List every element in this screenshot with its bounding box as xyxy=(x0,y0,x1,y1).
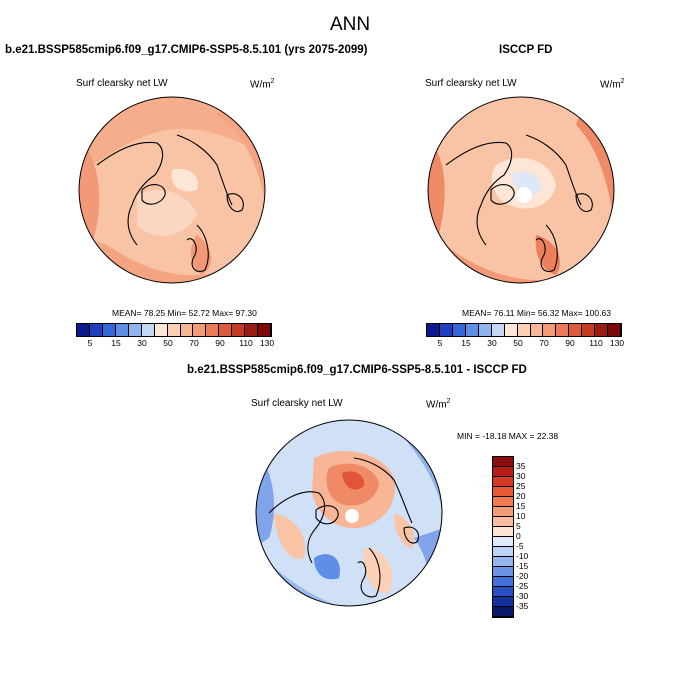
panel1-tick: 15 xyxy=(111,338,121,348)
colorbar-swatch xyxy=(493,567,513,577)
colorbar-swatch xyxy=(504,324,518,336)
colorbar-swatch xyxy=(219,324,233,336)
colorbar-swatch xyxy=(77,324,90,336)
colorbar-swatch xyxy=(439,324,453,336)
panel3-variable-label: Surf clearsky net LW xyxy=(251,398,343,409)
panel3-colorbar xyxy=(492,456,514,618)
colorbar-swatch xyxy=(258,324,272,336)
panel2-tick: 5 xyxy=(437,338,443,348)
colorbar-swatch xyxy=(493,577,513,587)
colorbar-swatch xyxy=(493,517,513,527)
colorbar-swatch xyxy=(517,324,531,336)
panel3-tick: -15 xyxy=(516,561,529,571)
colorbar-swatch xyxy=(493,497,513,507)
panel1-variable-label: Surf clearsky net LW xyxy=(76,78,168,89)
panel1-title: b.e21.BSSP585cmip6.f09_g17.CMIP6-SSP5-8.… xyxy=(5,44,368,56)
colorbar-swatch xyxy=(245,324,259,336)
panel2-variable-label: Surf clearsky net LW xyxy=(425,78,517,89)
panel2-title: ISCCP FD xyxy=(499,44,553,56)
colorbar-swatch xyxy=(543,324,557,336)
panel3-tick: -20 xyxy=(516,571,529,581)
colorbar-swatch xyxy=(493,597,513,607)
panel3-tick: 10 xyxy=(516,511,526,521)
colorbar-swatch xyxy=(478,324,492,336)
colorbar-swatch xyxy=(493,557,513,567)
colorbar-swatch xyxy=(493,607,513,617)
colorbar-swatch xyxy=(193,324,207,336)
colorbar-swatch xyxy=(493,477,513,487)
colorbar-swatch xyxy=(582,324,596,336)
panel1-tick: 90 xyxy=(215,338,225,348)
colorbar-swatch xyxy=(452,324,466,336)
panel2-polar-map xyxy=(427,96,615,284)
panel3-stats: MIN = -18.18 MAX = 22.38 xyxy=(457,431,559,441)
colorbar-swatch xyxy=(569,324,583,336)
panel2-unit-label: W/m2 xyxy=(600,78,625,91)
panel3-tick: -35 xyxy=(516,601,529,611)
colorbar-swatch xyxy=(595,324,609,336)
panel3-tick: 30 xyxy=(516,471,526,481)
colorbar-swatch xyxy=(530,324,544,336)
panel2-colorbar-ticks: 5 15 30 50 70 90 110 130 xyxy=(426,338,625,350)
panel3-tick: 5 xyxy=(516,521,521,531)
panel3-tick: -30 xyxy=(516,591,529,601)
panel2-tick: 90 xyxy=(565,338,575,348)
panel3-tick: 15 xyxy=(516,501,526,511)
colorbar-swatch xyxy=(493,507,513,517)
colorbar-swatch xyxy=(102,324,116,336)
colorbar-swatch xyxy=(608,324,622,336)
panel3-tick: 25 xyxy=(516,481,526,491)
colorbar-swatch xyxy=(141,324,155,336)
colorbar-swatch xyxy=(167,324,181,336)
colorbar-swatch xyxy=(556,324,570,336)
colorbar-swatch xyxy=(491,324,505,336)
figure-title: ANN xyxy=(329,14,371,35)
panel3-tick: 20 xyxy=(516,491,526,501)
colorbar-swatch xyxy=(493,587,513,597)
panel1-tick: 30 xyxy=(137,338,147,348)
panel3-tick: -10 xyxy=(516,551,529,561)
panel1-tick: 70 xyxy=(189,338,199,348)
panel1-stats: MEAN= 78.25 Min= 52.72 Max= 97.30 xyxy=(112,308,257,318)
panel1-colorbar-ticks: 5 15 30 50 70 90 110 130 xyxy=(76,338,275,350)
panel1-tick: 5 xyxy=(87,338,93,348)
panel3-tick: -5 xyxy=(516,541,524,551)
panel3-tick: -25 xyxy=(516,581,529,591)
colorbar-swatch xyxy=(493,527,513,537)
colorbar-swatch xyxy=(128,324,142,336)
panel2-stats: MEAN= 76.11 Min= 56.32 Max= 100.63 xyxy=(462,308,611,318)
colorbar-swatch xyxy=(493,487,513,497)
panel1-tick: 130 xyxy=(259,338,275,348)
panel1-tick: 110 xyxy=(239,338,253,348)
panel2-tick: 110 xyxy=(589,338,603,348)
colorbar-swatch xyxy=(180,324,194,336)
colorbar-swatch xyxy=(427,324,440,336)
colorbar-swatch xyxy=(154,324,168,336)
panel3-tick: 35 xyxy=(516,461,526,471)
colorbar-swatch xyxy=(89,324,103,336)
panel3-title: b.e21.BSSP585cmip6.f09_g17.CMIP6-SSP5-8.… xyxy=(187,364,527,376)
panel2-tick: 50 xyxy=(513,338,523,348)
panel1-colorbar xyxy=(76,323,272,337)
panel2-tick: 15 xyxy=(461,338,471,348)
panel1-tick: 50 xyxy=(163,338,173,348)
colorbar-swatch xyxy=(493,547,513,557)
panel3-unit-label: W/m2 xyxy=(426,398,451,411)
panel3-colorbar-ticks: 35 30 25 20 15 10 5 0 -5 -10 -15 -20 -25 -30 -35 xyxy=(516,456,556,618)
colorbar-swatch xyxy=(493,467,513,477)
panel1-polar-map xyxy=(78,96,266,284)
colorbar-swatch xyxy=(493,537,513,547)
colorbar-swatch xyxy=(206,324,220,336)
colorbar-swatch xyxy=(232,324,246,336)
colorbar-swatch xyxy=(115,324,129,336)
panel2-tick: 130 xyxy=(609,338,625,348)
panel1-unit-label: W/m2 xyxy=(250,78,275,91)
panel2-tick: 30 xyxy=(487,338,497,348)
panel2-colorbar xyxy=(426,323,622,337)
panel2-tick: 70 xyxy=(539,338,549,348)
colorbar-swatch xyxy=(465,324,479,336)
colorbar-swatch xyxy=(493,457,513,467)
panel3-polar-map xyxy=(255,419,443,607)
panel3-tick: 0 xyxy=(516,531,521,541)
